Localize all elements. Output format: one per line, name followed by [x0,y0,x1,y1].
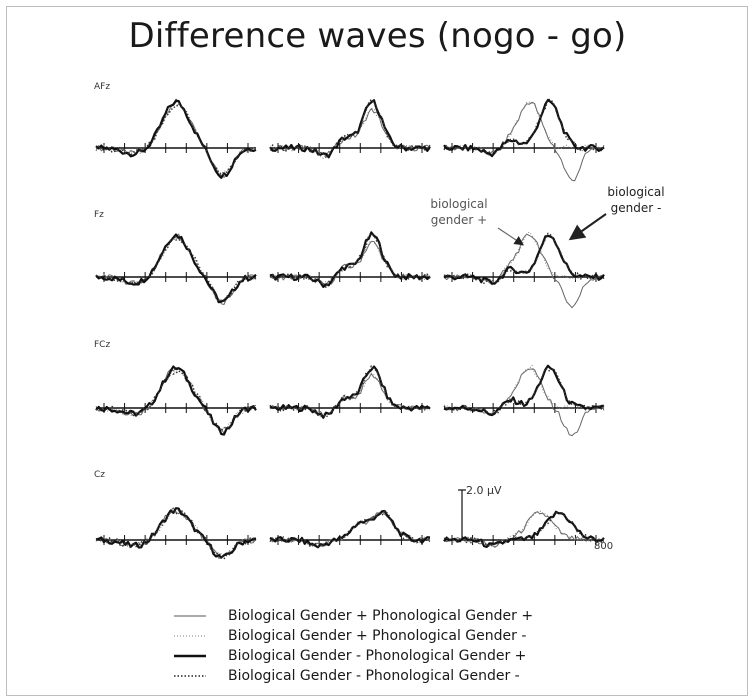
wave-line [269,240,431,286]
legend-label: Biological Gender - Phonological Gender … [228,648,527,664]
wave-line [443,367,605,416]
wave-line [443,101,605,156]
annotation-line: gender + [430,213,488,227]
wave-line [95,238,257,303]
legend: Biological Gender + Phonological Gender … [170,606,533,686]
annotation-line: biological [607,185,665,199]
wave-line [95,507,257,559]
legend-label: Biological Gender - Phonological Gender … [228,668,520,684]
legend-swatch-thick-dotted [170,671,210,681]
row-label-afz: AFz [94,82,111,92]
legend-label: Biological Gender + Phonological Gender … [228,608,534,624]
legend-item: Biological Gender - Phonological Gender … [170,666,533,686]
wave-line [269,510,431,548]
wave-line [443,98,605,155]
wave-line [443,368,605,437]
wave-line [95,102,257,175]
annotation-line: biological [430,197,488,211]
legend-item: Biological Gender - Phonological Gender … [170,646,533,666]
wave-line [443,101,605,182]
wave-line [443,511,605,548]
legend-item: Biological Gender + Phonological Gender … [170,626,533,646]
wave-line [443,364,605,417]
annotation-line: gender - [610,201,662,215]
row-label-cz: Cz [94,470,106,480]
wave-line [95,99,257,179]
wave-line [95,509,257,560]
time-end-label: 800 [594,541,614,552]
wave-line [95,233,257,304]
wave-line [443,232,605,285]
chart-title: Difference waves (nogo - go) [128,16,627,56]
legend-label: Biological Gender + Phonological Gender … [228,628,527,644]
wave-line [443,510,605,547]
wave-line [95,365,257,436]
wave-line [95,370,257,432]
wave-line [95,101,257,175]
wave-line [95,509,257,557]
wave-line [269,240,431,284]
wave-line [269,99,431,159]
figure-frame [6,6,748,696]
row-label-fz: Fz [94,210,104,220]
amplitude-scale-label: 2.0 μV [466,484,502,497]
wave-line [443,511,605,548]
wave-line [269,98,431,158]
annotation-biological-gender-minus: biological gender - [596,184,676,216]
wave-line [269,231,431,288]
wave-line [443,98,605,158]
wave-line [95,369,257,431]
annotation-arrow-left [497,227,524,246]
legend-item: Biological Gender + Phonological Gender … [170,606,533,626]
wave-line [443,234,605,285]
row-label-fcz: FCz [94,340,111,350]
legend-swatch-dotted [170,631,210,641]
legend-swatch-thin-solid [170,611,210,621]
annotation-arrow-right [568,213,607,241]
wave-line [269,365,431,419]
wave-line [269,233,431,288]
legend-swatch-thick-solid [170,651,210,661]
annotation-biological-gender-plus: biological gender + [418,196,500,228]
